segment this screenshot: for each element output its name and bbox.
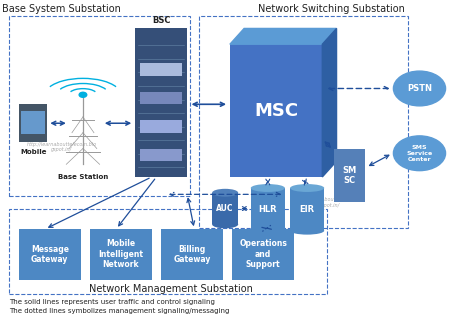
Text: MSC: MSC (254, 102, 298, 119)
Bar (19, 104, 47, 142)
Text: The dotted lines symbolizes management signaling/messaging: The dotted lines symbolizes management s… (9, 308, 230, 314)
Circle shape (393, 136, 446, 171)
Bar (230, 44, 322, 177)
Bar (21, 111, 45, 134)
Bar (9, 16, 190, 196)
Text: http://learnabouttelecom.blo
gspot.in/: http://learnabouttelecom.blo gspot.in/ (27, 142, 97, 152)
Text: Billing
Gateway: Billing Gateway (173, 245, 210, 264)
Polygon shape (322, 28, 337, 177)
Polygon shape (230, 28, 337, 44)
Text: PSTN: PSTN (407, 84, 432, 93)
Text: Operations
and
Support: Operations and Support (239, 240, 287, 269)
Text: Message
Gateway: Message Gateway (31, 245, 69, 264)
Bar (290, 188, 324, 231)
Bar (135, 28, 187, 177)
Bar (19, 229, 81, 280)
Ellipse shape (251, 227, 285, 234)
Bar (140, 120, 182, 133)
Ellipse shape (290, 227, 324, 234)
Text: BSC: BSC (152, 16, 171, 25)
Bar (140, 149, 182, 161)
Bar (161, 229, 223, 280)
Bar (90, 229, 152, 280)
Text: SM
SC: SM SC (342, 166, 357, 185)
Text: AUC: AUC (217, 204, 234, 213)
Text: Mobile
Intelligent
Network: Mobile Intelligent Network (99, 240, 143, 269)
Text: The solid lines represents user traffic and control signaling: The solid lines represents user traffic … (9, 299, 215, 305)
Text: EIR: EIR (300, 205, 315, 214)
Ellipse shape (212, 221, 238, 228)
Bar (140, 63, 182, 76)
Ellipse shape (212, 189, 238, 197)
Bar (9, 209, 327, 294)
Text: http://learnabouttelecom.blo
gspot.in/: http://learnabouttelecom.blo gspot.in/ (294, 197, 365, 208)
Bar (251, 188, 285, 231)
Text: Network Management Substation: Network Management Substation (89, 284, 253, 294)
Bar (140, 92, 182, 104)
Text: HLR: HLR (258, 205, 277, 214)
Bar (212, 193, 238, 224)
Bar (334, 149, 365, 202)
Ellipse shape (251, 184, 285, 192)
Bar (199, 16, 408, 228)
Ellipse shape (290, 184, 324, 192)
Circle shape (393, 71, 446, 106)
Text: Network Switching Substation: Network Switching Substation (258, 4, 405, 15)
Text: Base System Substation: Base System Substation (2, 4, 121, 15)
Text: Mobile: Mobile (20, 149, 46, 155)
Text: Base Station: Base Station (58, 174, 108, 180)
Bar (232, 229, 294, 280)
Text: SMS
Service
Center: SMS Service Center (406, 145, 433, 161)
Circle shape (79, 92, 87, 97)
